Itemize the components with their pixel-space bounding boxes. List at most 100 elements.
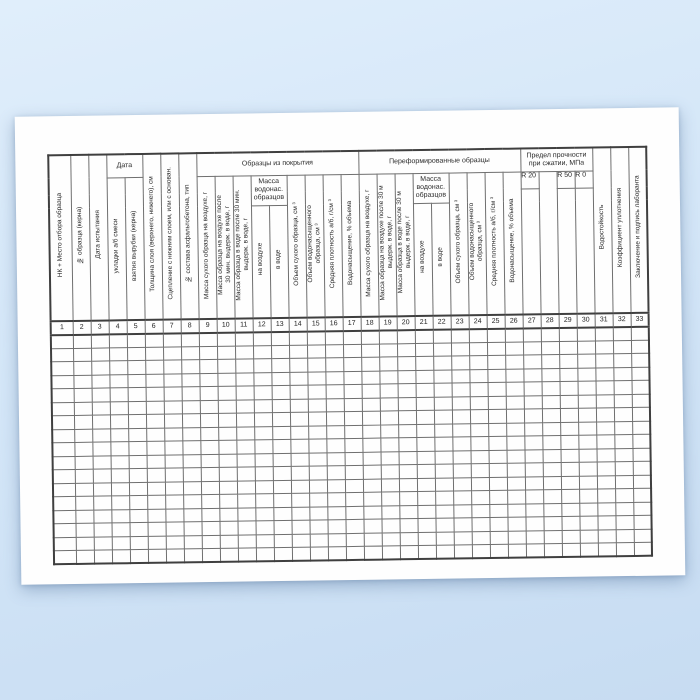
empty-cell: [397, 370, 416, 384]
empty-cell: [543, 543, 563, 558]
empty-cell: [397, 383, 416, 398]
empty-cell: [579, 515, 598, 530]
empty-cell: [73, 415, 93, 429]
empty-cell: [506, 422, 525, 437]
empty-cell: [614, 434, 633, 449]
empty-cell: [435, 491, 454, 505]
empty-cell: [252, 331, 271, 346]
col-header-10: Масса образца на воздухе после 30 мин. в…: [214, 175, 235, 319]
empty-cell: [615, 542, 635, 557]
empty-cell: [92, 455, 111, 470]
empty-cell: [345, 519, 364, 534]
empty-cell: [452, 450, 471, 465]
empty-cell: [504, 328, 524, 342]
empty-cell: [75, 523, 94, 537]
column-number-cell: 20: [396, 315, 415, 330]
empty-cell: [52, 455, 75, 470]
empty-cell: [291, 493, 310, 507]
col-header-21: на воздухе: [412, 202, 433, 316]
group-header-coating: Образцы из покрытия: [196, 150, 359, 177]
empty-cell: [361, 384, 380, 398]
empty-cell: [255, 520, 274, 535]
col-header-8: № состава асфальтобетона, тип: [178, 153, 199, 319]
empty-cell: [51, 388, 74, 403]
empty-cell: [110, 455, 129, 469]
empty-cell: [577, 340, 596, 355]
empty-cell: [147, 522, 166, 536]
empty-cell: [416, 450, 435, 465]
empty-cell: [542, 421, 561, 436]
empty-cell: [344, 424, 363, 439]
empty-cell: [396, 329, 415, 344]
empty-cell: [631, 366, 650, 381]
empty-cell: [164, 481, 184, 496]
group-header-strength: Предел прочности при сжатии, МПа: [520, 147, 593, 172]
empty-cell: [235, 358, 254, 373]
empty-cell: [92, 468, 111, 483]
empty-cell: [363, 519, 382, 533]
empty-cell: [325, 398, 344, 412]
empty-cell: [145, 346, 164, 361]
empty-cell: [272, 425, 291, 440]
empty-cell: [254, 426, 273, 440]
empty-cell: [291, 506, 310, 521]
col-header-3: Дата испытания: [88, 154, 109, 321]
empty-cell: [237, 534, 256, 549]
table-body: 1 2 3 4 5 6 7 8 9 10 11 12 13 14 15 16 17 18 19 20 21 22 23 24 2…: [50, 312, 653, 565]
empty-cell: [52, 442, 75, 457]
empty-cell: [75, 509, 94, 524]
empty-cell: [199, 345, 218, 360]
empty-cell: [597, 502, 616, 516]
empty-cell: [51, 361, 74, 376]
empty-cell: [201, 548, 221, 563]
empty-cell: [218, 453, 237, 468]
empty-cell: [73, 374, 92, 389]
empty-cell: [165, 494, 184, 509]
empty-cell: [415, 396, 434, 411]
empty-cell: [486, 328, 505, 343]
empty-cell: [507, 490, 526, 504]
empty-cell: [579, 488, 598, 503]
col-header-12: на воздухе: [250, 205, 271, 318]
empty-cell: [486, 341, 506, 356]
empty-cell: [417, 504, 436, 519]
empty-cell: [595, 394, 615, 408]
empty-cell: [126, 333, 146, 348]
empty-cell: [396, 343, 416, 357]
empty-cell: [398, 437, 417, 452]
column-number-cell: 26: [504, 314, 523, 329]
empty-cell: [452, 463, 471, 478]
empty-cell: [92, 441, 111, 456]
col-28-blank-cell: [538, 171, 559, 314]
empty-cell: [308, 425, 327, 440]
empty-cell: [633, 488, 652, 502]
empty-cell: [633, 515, 652, 529]
empty-cell: [182, 454, 201, 468]
empty-cell: [362, 424, 381, 439]
column-number-cell: 25: [486, 314, 505, 329]
empty-cell: [127, 387, 146, 402]
empty-cell: [307, 398, 326, 413]
empty-cell: [109, 374, 128, 388]
empty-cell: [344, 451, 363, 466]
empty-cell: [109, 387, 128, 402]
empty-cell: [290, 425, 309, 440]
empty-cell: [615, 501, 634, 516]
empty-cell: [326, 465, 345, 480]
empty-cell: [487, 355, 506, 370]
empty-cell: [181, 359, 200, 374]
empty-cell: [542, 435, 561, 450]
empty-cell: [108, 333, 127, 348]
empty-cell: [109, 360, 128, 375]
empty-cell: [254, 439, 273, 454]
empty-cell: [306, 330, 325, 345]
table-header: НК + Место отбора образца № образца (кер…: [48, 146, 649, 321]
empty-cell: [111, 549, 131, 564]
empty-cell: [578, 461, 598, 476]
empty-cell: [237, 507, 256, 522]
empty-cell: [560, 435, 579, 449]
empty-cell: [200, 453, 219, 468]
empty-cell: [237, 547, 257, 562]
column-number-cell: 18: [360, 316, 379, 331]
empty-cell: [435, 545, 455, 559]
